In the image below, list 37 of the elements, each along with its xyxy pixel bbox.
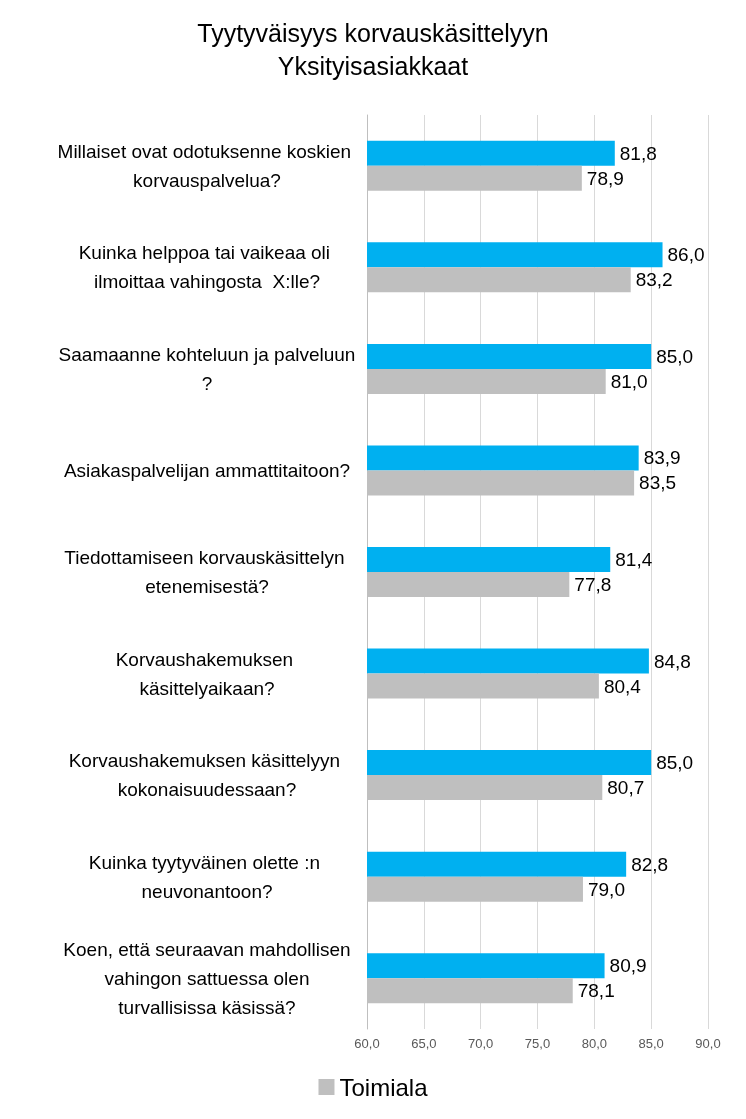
y-tick-label: Saamaanne kohteluun ja palveluun?	[58, 343, 356, 394]
x-tick-label: 85,0	[638, 1036, 664, 1051]
data-label: 79,0	[587, 878, 625, 900]
y-tick-label: Tiedottamiseen korvauskäsittelyn etenemisestä?	[64, 547, 350, 597]
legend-label: Toimiala	[339, 1073, 429, 1101]
x-tick-label: 70,0	[468, 1036, 494, 1051]
data-label: 80,9	[609, 955, 647, 977]
data-label: 86,0	[667, 244, 705, 266]
y-tick-label: Korvaushakemuksen käsittelyyn kokonaisuudessaan?	[68, 750, 346, 801]
x-tick-label: 90,0	[695, 1036, 721, 1051]
data-label: 78,9	[586, 167, 624, 189]
data-label: 85,0	[656, 752, 694, 774]
x-tick-label: 80,0	[581, 1036, 607, 1051]
data-label: 85,0	[656, 345, 694, 367]
chart-subtitle: Yksityisasiakkaat	[277, 51, 469, 80]
data-label: 77,8	[574, 574, 612, 595]
y-tick-label: Kuinka helppoa tai vaikeaa oli ilmoittaa vahingosta X:lle?	[78, 242, 336, 293]
data-label: 83,5	[639, 472, 677, 494]
y-tick-label: Asiakaspalvelijan ammattitaitoon?	[63, 459, 351, 481]
data-label: 78,1	[577, 980, 615, 1002]
data-label: 80,4	[603, 675, 642, 697]
chart-title: Tyytyväisyys korvauskäsittelyyn	[197, 18, 549, 47]
x-tick-label: 65,0	[411, 1036, 437, 1051]
data-label: 80,7	[607, 777, 645, 799]
data-label: 81,8	[619, 142, 657, 164]
data-label: 83,9	[643, 447, 681, 469]
data-label: 81,4	[615, 549, 653, 570]
y-tick-label: Millaiset ovat odotuksenne koskien korvauspalvelua?	[57, 140, 357, 191]
y-tick-label: Korvaushakemuksen käsittelyaikaan?	[115, 648, 299, 699]
data-label: 82,8	[631, 853, 669, 875]
data-label: 81,0	[610, 370, 648, 392]
x-tick-label: 75,0	[524, 1036, 551, 1051]
data-label: 83,2	[635, 269, 673, 291]
x-tick-label: 60,0	[354, 1036, 380, 1051]
y-tick-label: Koen, että seuraavan mahdollisen vahingon sattuessa olen turvallisissa käsissä?	[63, 938, 351, 1018]
data-label: 84,8	[653, 650, 691, 672]
y-tick-label: Kuinka tyytyväinen olette :n neuvonantoon?	[88, 851, 326, 902]
